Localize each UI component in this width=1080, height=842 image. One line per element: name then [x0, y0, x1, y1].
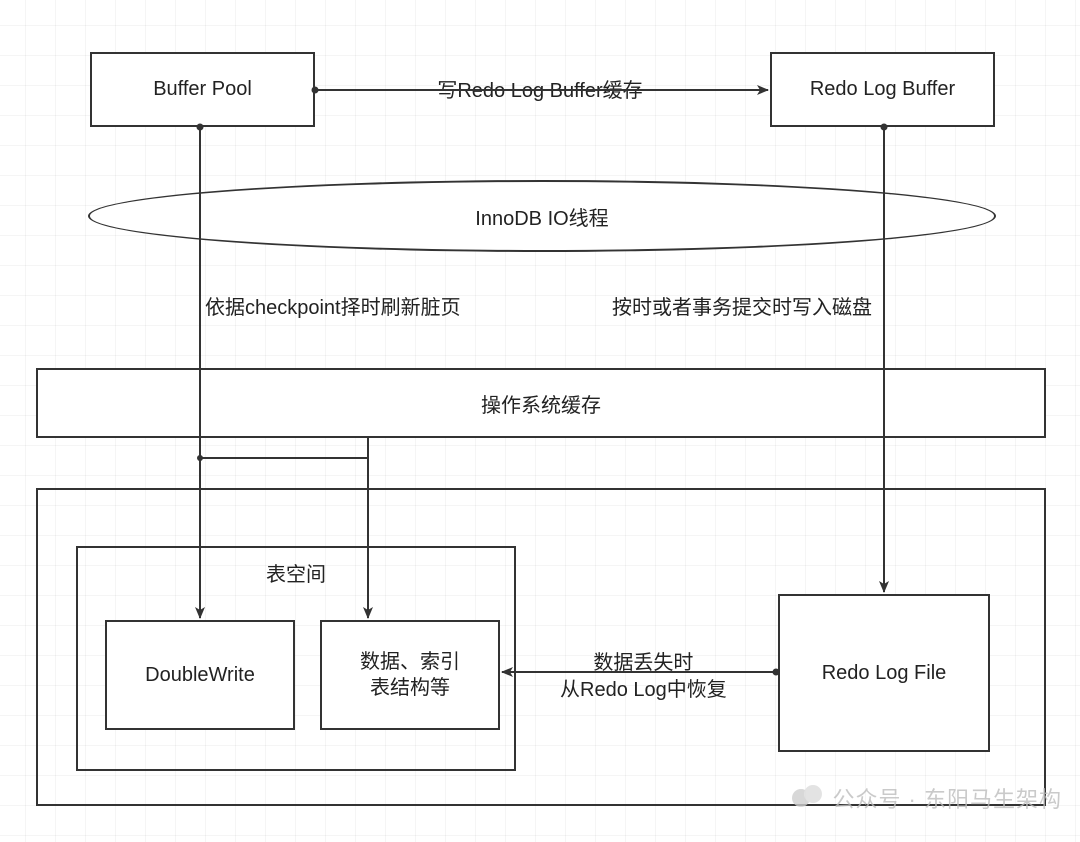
node-io-thread: InnoDB IO线程	[88, 180, 996, 252]
node-os-cache: 操作系统缓存	[36, 368, 1046, 438]
wechat-icon	[792, 785, 822, 811]
node-doublewrite: DoubleWrite	[105, 620, 295, 730]
node-buffer-pool: Buffer Pool	[90, 52, 315, 127]
edge-label-checkpoint: 依据checkpoint择时刷新脏页	[205, 295, 461, 322]
edge-label-recover: 数据丢失时 从Redo Log中恢复	[560, 650, 727, 704]
watermark-text: 公众号 · 东阳马生架构	[832, 782, 1062, 814]
node-redo-log-buffer-label: Redo Log Buffer	[810, 78, 955, 101]
node-io-thread-label: InnoDB IO线程	[475, 202, 608, 231]
node-redo-log-buffer: Redo Log Buffer	[770, 52, 995, 127]
node-os-cache-label: 操作系统缓存	[481, 389, 601, 418]
node-doublewrite-label: DoubleWrite	[145, 664, 255, 687]
node-tablespace-label: 表空间	[266, 558, 326, 587]
diagram-canvas: Buffer Pool Redo Log Buffer InnoDB IO线程 …	[0, 0, 1080, 842]
node-data-index: 数据、索引 表结构等	[320, 620, 500, 730]
node-redo-log-file-label: Redo Log File	[822, 662, 947, 685]
edge-label-commit-write: 按时或者事务提交时写入磁盘	[612, 295, 872, 322]
node-buffer-pool-label: Buffer Pool	[153, 78, 252, 101]
edge-label-write-redo-buffer: 写Redo Log Buffer缓存	[410, 78, 670, 105]
node-data-index-label: 数据、索引 表结构等	[360, 649, 460, 701]
node-redo-log-file: Redo Log File	[778, 594, 990, 752]
watermark: 公众号 · 东阳马生架构	[792, 782, 1062, 814]
